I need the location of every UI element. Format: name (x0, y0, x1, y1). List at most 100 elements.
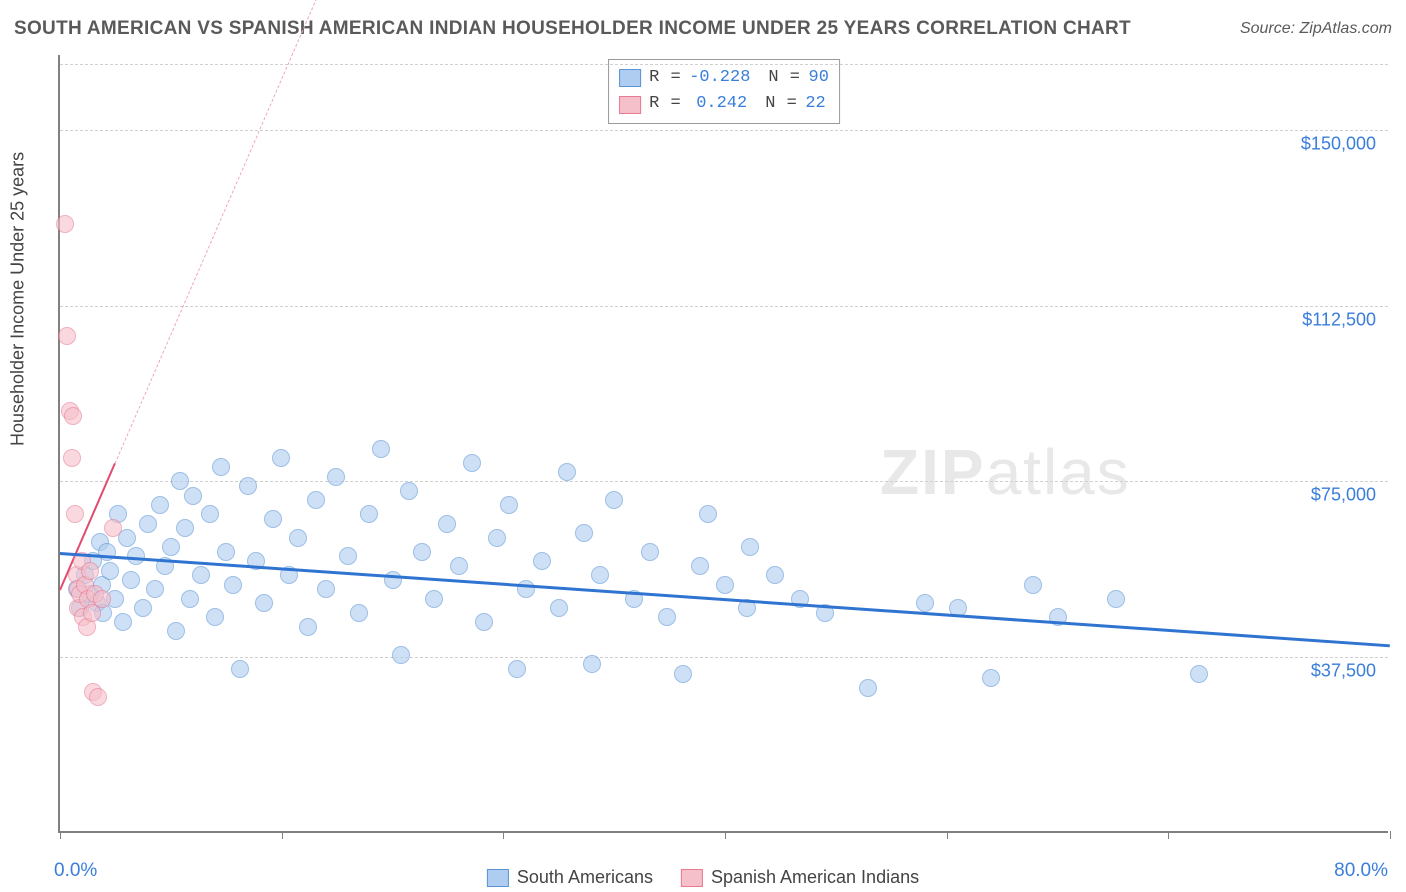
data-point (122, 571, 140, 589)
data-point (104, 519, 122, 537)
chart-container: SOUTH AMERICAN VS SPANISH AMERICAN INDIA… (0, 0, 1406, 892)
data-point (488, 529, 506, 547)
data-point (272, 449, 290, 467)
data-point (224, 576, 242, 594)
data-point (475, 613, 493, 631)
data-point (859, 679, 877, 697)
data-point (289, 529, 307, 547)
data-point (58, 327, 76, 345)
data-point (591, 566, 609, 584)
n-label-2: N = (765, 91, 797, 117)
x-tick (947, 831, 948, 839)
data-point (167, 622, 185, 640)
data-point (766, 566, 784, 584)
data-point (558, 463, 576, 481)
info-row-2: R = 0.242 N = 22 (619, 91, 829, 117)
x-tick (1168, 831, 1169, 839)
y-tick-label: $112,500 (1302, 309, 1376, 330)
data-point (93, 590, 111, 608)
data-point (575, 524, 593, 542)
data-point (89, 688, 107, 706)
n-label-1: N = (768, 65, 800, 91)
y-tick-label: $150,000 (1301, 133, 1376, 154)
data-point (134, 599, 152, 617)
data-point (982, 669, 1000, 687)
source-label: Source: ZipAtlas.com (1240, 20, 1392, 38)
data-point (508, 660, 526, 678)
data-point (1024, 576, 1042, 594)
x-tick (725, 831, 726, 839)
data-point (64, 407, 82, 425)
data-point (658, 608, 676, 626)
data-point (400, 482, 418, 500)
x-tick (60, 831, 61, 839)
data-point (56, 215, 74, 233)
data-point (1190, 665, 1208, 683)
data-point (171, 472, 189, 490)
data-point (438, 515, 456, 533)
chart-title: SOUTH AMERICAN VS SPANISH AMERICAN INDIA… (14, 18, 1131, 40)
data-point (146, 580, 164, 598)
data-point (239, 477, 257, 495)
data-point (413, 543, 431, 561)
r-value-1: -0.228 (689, 65, 750, 91)
data-point (533, 552, 551, 570)
swatch-series1 (619, 69, 641, 87)
data-point (641, 543, 659, 561)
data-point (192, 566, 210, 584)
watermark-bold: ZIP (880, 436, 986, 508)
y-tick-label: $37,500 (1311, 661, 1376, 682)
data-point (360, 505, 378, 523)
gridline (60, 306, 1388, 307)
data-point (392, 646, 410, 664)
data-point (674, 665, 692, 683)
data-point (463, 454, 481, 472)
data-point (916, 594, 934, 612)
data-point (317, 580, 335, 598)
watermark-light: atlas (986, 436, 1131, 508)
data-point (217, 543, 235, 561)
data-point (176, 519, 194, 537)
plot-area: ZIPatlas R = -0.228 N = 90 R = 0.242 N =… (58, 55, 1388, 833)
swatch-series2 (619, 96, 641, 114)
legend-swatch-2 (681, 869, 703, 887)
data-point (550, 599, 568, 617)
correlation-info-box: R = -0.228 N = 90 R = 0.242 N = 22 (608, 59, 840, 124)
legend-label-2: Spanish American Indians (711, 867, 919, 888)
data-point (264, 510, 282, 528)
gridline (60, 657, 1388, 658)
data-point (741, 538, 759, 556)
gridline (60, 481, 1388, 482)
x-tick (503, 831, 504, 839)
data-point (139, 515, 157, 533)
bottom-legend: South Americans Spanish American Indians (487, 867, 919, 888)
data-point (255, 594, 273, 612)
x-axis-max: 80.0% (1334, 860, 1388, 882)
title-bar: SOUTH AMERICAN VS SPANISH AMERICAN INDIA… (14, 18, 1392, 40)
r-value-2: 0.242 (696, 91, 747, 117)
data-point (201, 505, 219, 523)
data-point (299, 618, 317, 636)
gridline (60, 64, 1388, 65)
data-point (339, 547, 357, 565)
data-point (716, 576, 734, 594)
data-point (184, 487, 202, 505)
legend-swatch-1 (487, 869, 509, 887)
data-point (384, 571, 402, 589)
data-point (101, 562, 119, 580)
data-point (181, 590, 199, 608)
n-value-2: 22 (805, 91, 825, 117)
data-point (605, 491, 623, 509)
data-point (691, 557, 709, 575)
r-label-2: R = (649, 91, 681, 117)
data-point (450, 557, 468, 575)
y-tick-label: $75,000 (1311, 485, 1376, 506)
legend-item-1: South Americans (487, 867, 653, 888)
data-point (1107, 590, 1125, 608)
data-point (212, 458, 230, 476)
legend-label-1: South Americans (517, 867, 653, 888)
data-point (327, 468, 345, 486)
data-point (231, 660, 249, 678)
data-point (699, 505, 717, 523)
data-point (151, 496, 169, 514)
